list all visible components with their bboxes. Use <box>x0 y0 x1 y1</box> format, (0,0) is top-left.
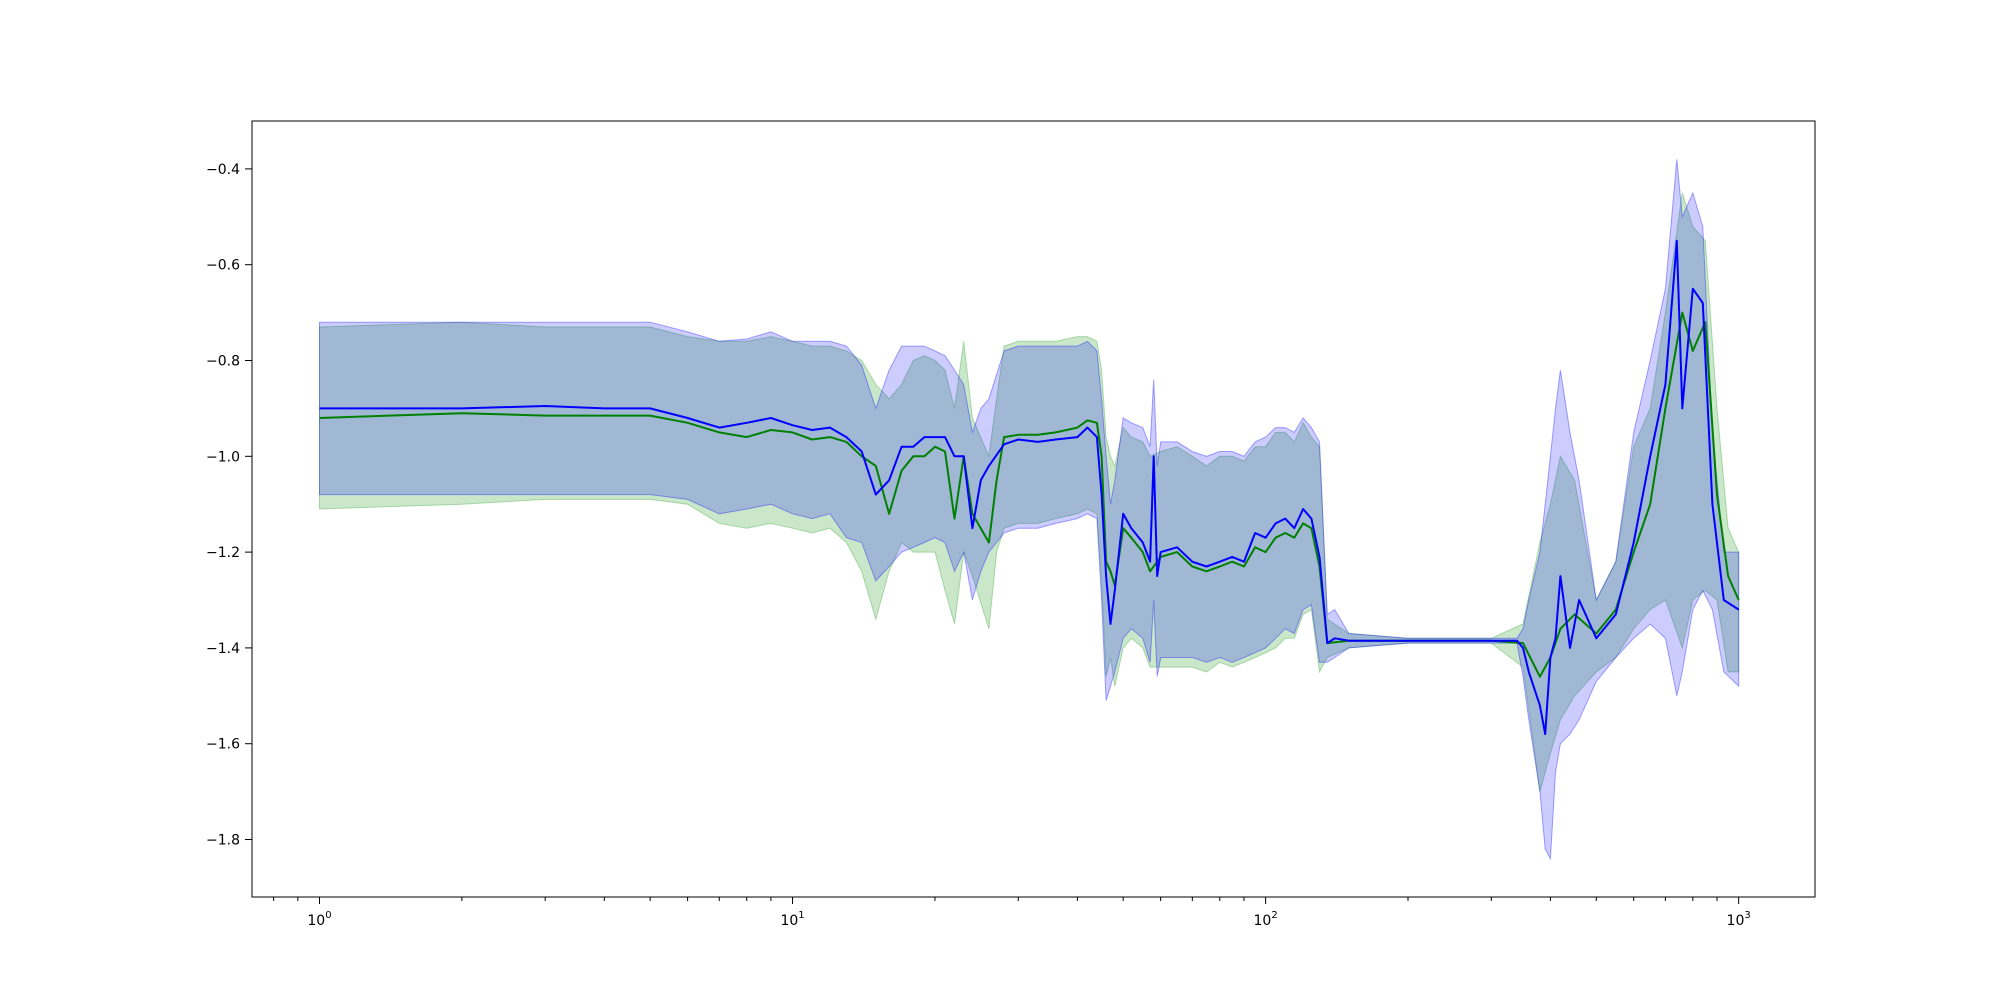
x-axis: 100 101 102 103 <box>273 897 1751 929</box>
y-tick-label: −1.6 <box>206 737 240 753</box>
y-tick-label: −0.6 <box>206 258 240 274</box>
series-1-band <box>319 159 1740 861</box>
x-tick-label: 102 <box>1254 910 1278 929</box>
y-tick-label: −1.0 <box>206 449 240 465</box>
x-tick-label: 100 <box>307 910 331 929</box>
series-1-line <box>319 239 1740 736</box>
y-axis: −0.4 −0.6 −0.8 −1.0 −1.2 −1.4 −1.6 −1.8 <box>206 162 252 849</box>
y-tick-label: −0.4 <box>206 162 240 178</box>
y-tick-label: −1.4 <box>206 641 240 657</box>
confidence-bands <box>319 159 1740 861</box>
series-lines <box>319 239 1740 736</box>
x-tick-label: 103 <box>1727 910 1751 929</box>
y-tick-label: −0.8 <box>206 354 240 370</box>
plot-frame <box>251 120 1816 898</box>
series-0-band <box>319 192 1740 792</box>
y-tick-label: −1.2 <box>206 545 240 561</box>
y-tick-label: −1.8 <box>206 833 240 849</box>
series-0-line <box>319 311 1740 678</box>
x-tick-label: 101 <box>780 910 804 929</box>
